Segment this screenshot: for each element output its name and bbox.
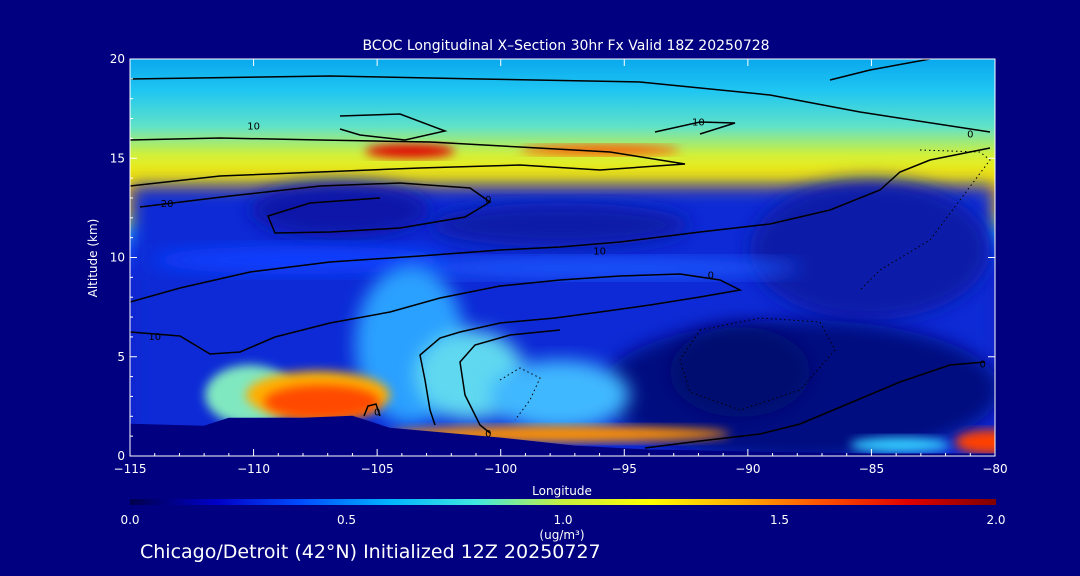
x-tick-label: −80 [982, 462, 1007, 476]
contour-line [130, 137, 686, 187]
contour-lines [130, 59, 991, 449]
contour-line [499, 367, 541, 421]
mid-streak-2 [400, 258, 800, 278]
dark-core-mid [430, 203, 690, 247]
x-tick-label: −95 [612, 462, 637, 476]
contour-lines-dotted [499, 149, 991, 421]
upper-core [365, 144, 455, 158]
y-axis-label: Altitude (km) [86, 219, 100, 298]
y-axis: 0 5 10 15 20 [110, 52, 995, 463]
dark-core-west [250, 182, 430, 238]
contour-label: 0 [485, 195, 491, 206]
concentration-field [130, 144, 995, 456]
contour-label: 10 [593, 247, 606, 258]
lowlevel-east [955, 430, 995, 454]
terrain [130, 415, 995, 456]
contour-line [644, 361, 986, 449]
colorbar: 0.0 0.5 1.0 1.5 2.0 [120, 499, 1006, 527]
chart-title: BCOC Longitudinal X–Section 30hr Fx Vali… [362, 38, 769, 54]
contour-label: 0 [708, 270, 714, 281]
contour-label: 0 [374, 407, 380, 418]
contour-line [829, 59, 931, 81]
contour-line [130, 147, 991, 303]
x-tick-label: −85 [859, 462, 884, 476]
upper-core-2 [520, 145, 680, 155]
x-tick-label: −115 [114, 462, 147, 476]
x-tick-label: −90 [735, 462, 760, 476]
footer-caption: Chicago/Detroit (42°N) Initialized 12Z 2… [140, 541, 601, 563]
contour-line [339, 113, 448, 141]
contour-label: 20 [161, 199, 174, 210]
contour-label: 0 [967, 129, 973, 140]
y-tick-label: 10 [110, 251, 125, 265]
x-axis: −115 −110 −105 −100 −95 −90 −85 −80 [114, 59, 1008, 476]
contour-line [679, 317, 836, 411]
contour-line [459, 329, 561, 434]
darkest-core [670, 327, 810, 417]
contour-label: 10 [148, 332, 161, 343]
contour-line [654, 121, 736, 135]
colorbar-tick-label: 0.5 [337, 513, 356, 527]
x-tick-label: −110 [237, 462, 270, 476]
mid-streak [150, 246, 450, 274]
contour-line [859, 149, 991, 291]
dark-core-east [750, 180, 990, 320]
plume-drift [490, 360, 630, 430]
colorbar-tick-label: 1.0 [553, 513, 572, 527]
lowlevel-east-edge [850, 437, 950, 453]
y-tick-label: 5 [117, 350, 125, 364]
x-tick-label: −105 [361, 462, 394, 476]
contour-label: 0 [485, 429, 491, 440]
colorbar-tick-label: 1.5 [770, 513, 789, 527]
contour-label: 10 [247, 121, 260, 132]
colorbar-unit-label: (ug/m³) [539, 528, 584, 542]
contour-line [139, 182, 492, 234]
colorbar-tick-label: 0.0 [120, 513, 139, 527]
colorbar-bar [130, 499, 996, 505]
y-tick-label: 0 [117, 449, 125, 463]
y-tick-label: 20 [110, 52, 125, 66]
contour-label: 10 [692, 118, 705, 129]
contour-label: 0 [979, 360, 985, 371]
x-axis-label: Longitude [532, 484, 592, 498]
contour-line [130, 75, 991, 133]
contour-line [130, 273, 743, 426]
y-tick-label: 15 [110, 151, 125, 165]
contour-labels: 10 10 0 20 0 10 0 10 0 0 0 [148, 118, 985, 441]
contour-line [363, 403, 381, 417]
colorbar-tick-label: 2.0 [986, 513, 1005, 527]
x-tick-label: −100 [484, 462, 517, 476]
plot-area: 10 10 0 20 0 10 0 10 0 0 0 [130, 59, 995, 456]
plume-core [264, 385, 380, 419]
